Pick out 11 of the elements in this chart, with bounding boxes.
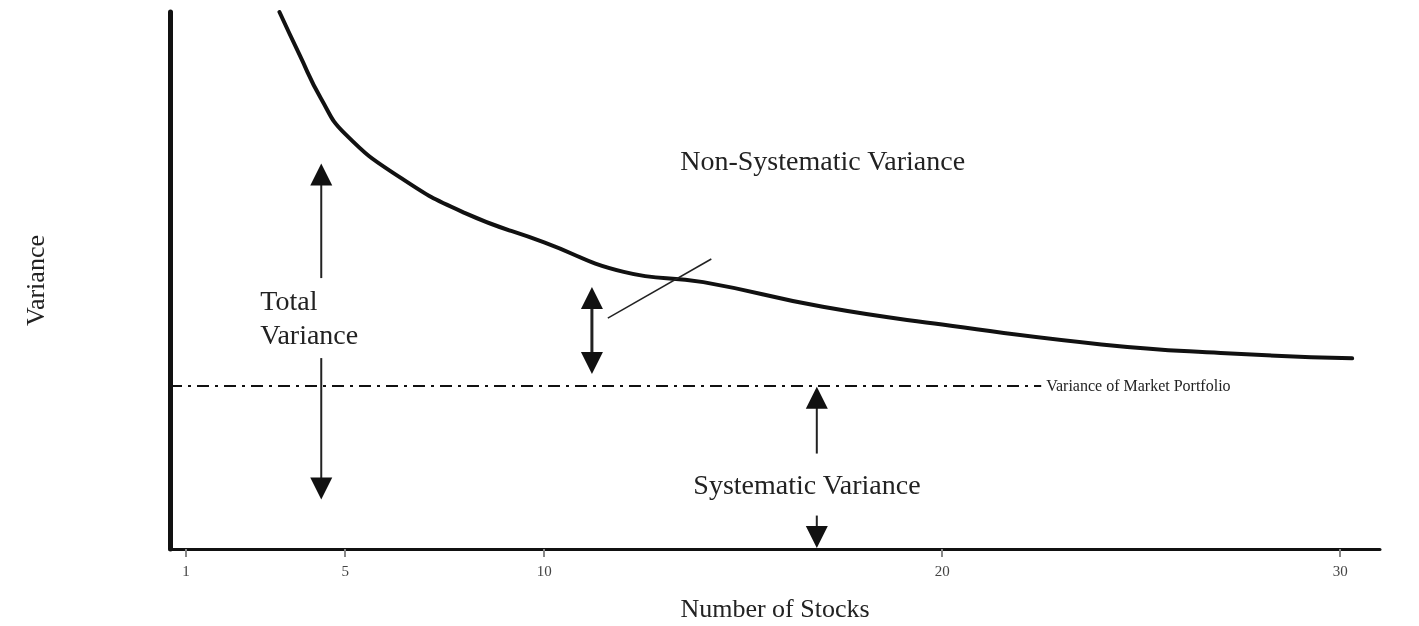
ref-line-label: Variance of Market Portfolio: [1046, 377, 1231, 395]
x-tick-label: 10: [536, 562, 552, 579]
annotation: Total Variance: [260, 284, 359, 353]
x-axis-title: Number of Stocks: [680, 593, 870, 623]
x-tick-label: 20: [934, 562, 950, 579]
x-tick-label: 5: [341, 562, 349, 579]
annotation: Systematic Variance: [693, 467, 921, 502]
x-tick-label: 1: [182, 562, 190, 579]
y-axis-title: Variance: [20, 235, 50, 326]
x-tick-label: 30: [1332, 562, 1348, 579]
annotation: Non-Systematic Variance: [680, 144, 966, 179]
